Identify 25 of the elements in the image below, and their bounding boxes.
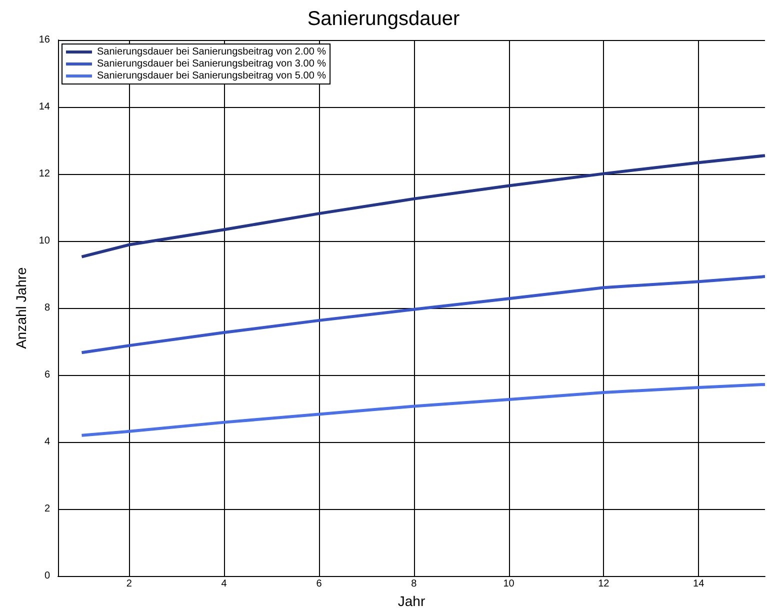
y-axis-title: Anzahl Jahre — [12, 266, 29, 349]
x-tick-label: 8 — [411, 578, 418, 590]
x-tick-label: 10 — [503, 578, 515, 590]
y-tick-label: 14 — [38, 102, 50, 113]
y-tick-label: 16 — [38, 34, 50, 46]
legend-label: Sanierungsdauer bei Sanierungsbeitrag von 2.00 % — [97, 46, 326, 58]
y-tick-label: 0 — [44, 570, 50, 582]
x-tick-label: 6 — [316, 578, 322, 590]
line-series — [80, 382, 766, 437]
chart-title: Sanierungsdauer — [307, 8, 460, 30]
x-tick-label: 4 — [221, 578, 228, 590]
legend-label: Sanierungsdauer bei Sanierungsbeitrag von 5.00 % — [97, 70, 326, 82]
x-axis-title: Jahr — [398, 593, 426, 609]
legend-label: Sanierungsdauer bei Sanierungsbeitrag von 3.00 % — [97, 58, 326, 70]
y-tick-label: 4 — [44, 436, 50, 448]
x-tick-label: 14 — [693, 578, 705, 590]
y-tick-label: 6 — [44, 370, 50, 381]
y-tick-label: 10 — [38, 236, 50, 247]
y-tick-label: 8 — [44, 302, 50, 314]
x-tick-label: 12 — [598, 578, 610, 590]
x-tick-label: 2 — [126, 578, 132, 590]
y-tick-label: 2 — [44, 504, 50, 515]
y-tick-label: 12 — [38, 168, 50, 180]
line-series — [80, 275, 766, 354]
line-series — [80, 154, 766, 258]
